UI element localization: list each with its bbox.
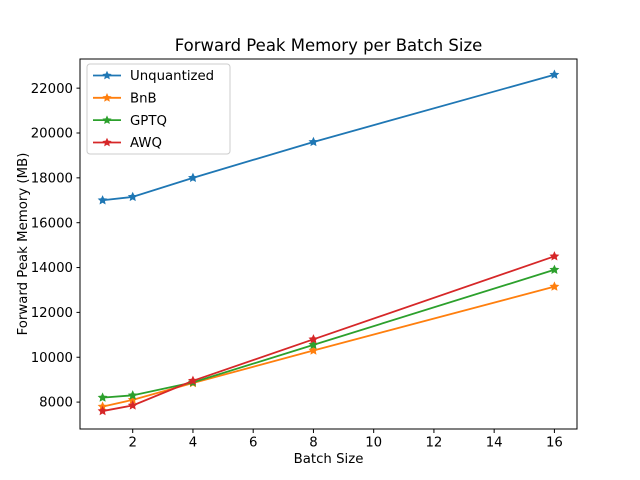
legend-marker bbox=[102, 137, 112, 147]
series-marker-gptq bbox=[308, 339, 319, 350]
series-marker-awq bbox=[127, 400, 138, 410]
x-tick-label: 12 bbox=[425, 436, 442, 451]
series-marker-bnb bbox=[308, 345, 319, 355]
y-tick-label: 22000 bbox=[31, 82, 73, 97]
series-marker-awq bbox=[97, 405, 108, 416]
legend-label: GPTQ bbox=[130, 114, 167, 129]
y-tick-label: 8000 bbox=[39, 396, 73, 411]
legend-marker bbox=[102, 115, 112, 125]
legend-box bbox=[86, 63, 231, 155]
x-axis-label: Batch Size bbox=[294, 452, 364, 467]
series-marker-awq bbox=[188, 375, 198, 385]
x-tick-label: 14 bbox=[486, 436, 503, 451]
series-marker-unquantized bbox=[127, 191, 138, 202]
legend-label: Unquantized bbox=[130, 69, 214, 84]
y-axis-label: Forward Peak Memory (MB) bbox=[16, 153, 31, 336]
y-tick-label: 18000 bbox=[31, 171, 73, 186]
x-tick-label: 16 bbox=[546, 436, 563, 451]
series-marker-bnb bbox=[127, 394, 138, 405]
axis-ticks: 2 4 6 8 10 12 14 16 8000 10000 12000 14000 16000 1800… bbox=[31, 82, 563, 451]
series-marker-bnb bbox=[549, 281, 560, 291]
x-tick-label: 6 bbox=[249, 436, 257, 451]
y-tick-label: 14000 bbox=[31, 261, 73, 276]
x-tick-label: 2 bbox=[128, 436, 136, 451]
x-tick-label: 10 bbox=[365, 436, 382, 451]
legend: Unquantized BnB GPTQ AWQ bbox=[86, 63, 231, 155]
legend-label: AWQ bbox=[130, 136, 162, 151]
legend-marker bbox=[102, 70, 112, 80]
chart-title: Forward Peak Memory per Batch Size bbox=[175, 36, 483, 55]
y-tick-label: 12000 bbox=[31, 306, 73, 321]
data-series bbox=[97, 69, 560, 416]
series-marker-unquantized bbox=[188, 172, 198, 183]
series-marker-unquantized bbox=[97, 195, 108, 205]
y-tick-label: 20000 bbox=[31, 127, 73, 142]
series-marker-unquantized bbox=[308, 136, 319, 147]
x-tick-label: 8 bbox=[309, 436, 317, 451]
series-line-bnb bbox=[101, 285, 556, 408]
series-marker-awq bbox=[308, 334, 319, 344]
series-marker-gptq bbox=[97, 392, 108, 402]
series-marker-gptq bbox=[127, 390, 138, 400]
y-tick-label: 10000 bbox=[31, 351, 73, 366]
series-marker-awq bbox=[549, 251, 560, 261]
series-marker-unquantized bbox=[549, 69, 560, 79]
plot-area bbox=[79, 58, 578, 430]
legend-label: BnB bbox=[130, 92, 157, 107]
y-tick-label: 16000 bbox=[31, 216, 73, 231]
legend-marker bbox=[102, 93, 112, 102]
series-marker-gptq bbox=[549, 264, 560, 274]
x-tick-label: 4 bbox=[189, 436, 197, 451]
